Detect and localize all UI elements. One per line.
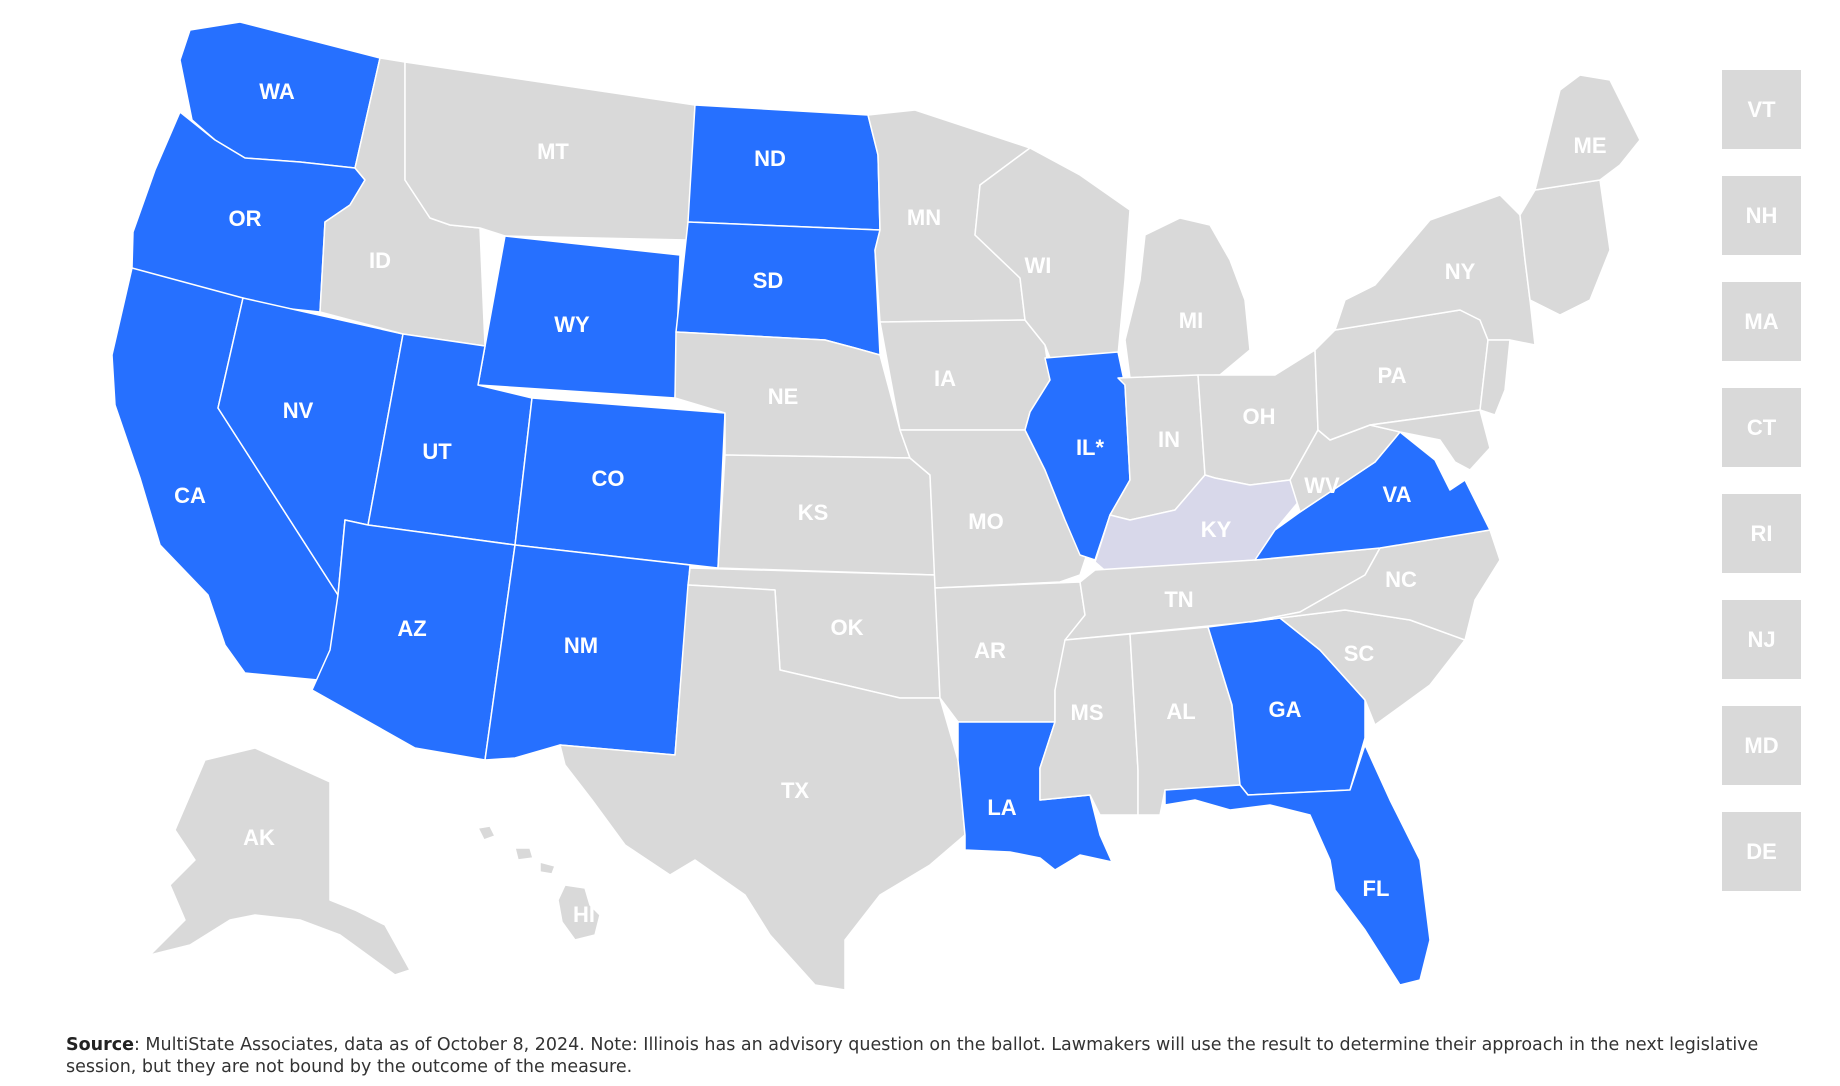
- state-tx[interactable]: [559, 584, 966, 991]
- state-ak[interactable]: [149, 747, 411, 976]
- state-labels: WA OR CA NV ID MT WY UT CO AZ NM ND SD N…: [174, 79, 1606, 927]
- label-az: AZ: [397, 616, 426, 641]
- label-wa: WA: [259, 79, 295, 104]
- label-sd: SD: [753, 268, 784, 293]
- box-label-md: MD: [1744, 732, 1779, 758]
- label-il: IL*: [1076, 435, 1105, 460]
- box-nj[interactable]: NJ: [1722, 600, 1801, 679]
- label-me: ME: [1574, 133, 1607, 158]
- box-label-nj: NJ: [1747, 626, 1776, 652]
- label-ut: UT: [422, 439, 452, 464]
- label-id: ID: [369, 248, 391, 273]
- label-nm: NM: [564, 633, 598, 658]
- box-ma[interactable]: MA: [1722, 282, 1801, 361]
- label-ny: NY: [1445, 259, 1476, 284]
- label-pa: PA: [1378, 363, 1407, 388]
- box-label-vt: VT: [1747, 96, 1776, 122]
- state-nc[interactable]: [1249, 529, 1501, 641]
- label-oh: OH: [1243, 404, 1276, 429]
- state-mi[interactable]: [1124, 217, 1251, 379]
- box-de[interactable]: DE: [1722, 812, 1801, 891]
- label-ca: CA: [174, 483, 206, 508]
- state-hi[interactable]: [557, 884, 601, 941]
- box-ct[interactable]: CT: [1722, 388, 1801, 467]
- label-al: AL: [1166, 699, 1195, 724]
- label-mi: MI: [1179, 308, 1203, 333]
- label-ia: IA: [934, 366, 956, 391]
- box-nh[interactable]: NH: [1722, 176, 1801, 255]
- label-fl: FL: [1363, 876, 1390, 901]
- box-label-ri: RI: [1750, 520, 1773, 546]
- us-map: WA OR CA NV ID MT WY UT CO AZ NM ND SD N…: [111, 21, 1641, 991]
- label-ks: KS: [798, 500, 829, 525]
- state-fl[interactable]: [1164, 744, 1431, 986]
- box-label-de: DE: [1746, 838, 1777, 864]
- source-text: : MultiState Associates, data as of Octo…: [66, 1035, 1759, 1077]
- label-hi: HI: [573, 902, 595, 927]
- box-ri[interactable]: RI: [1722, 494, 1801, 573]
- box-vt[interactable]: VT: [1722, 70, 1801, 149]
- label-ga: GA: [1269, 697, 1302, 722]
- label-mn: MN: [907, 205, 941, 230]
- label-or: OR: [229, 206, 262, 231]
- state-nj[interactable]: [1479, 339, 1511, 416]
- box-label-nh: NH: [1745, 202, 1778, 228]
- label-mt: MT: [537, 139, 569, 164]
- source-footnote: Source: MultiState Associates, data as o…: [66, 1034, 1786, 1078]
- label-sc: SC: [1344, 641, 1375, 666]
- source-label: Source: [66, 1035, 134, 1055]
- label-ar: AR: [974, 638, 1006, 663]
- label-ne: NE: [768, 384, 799, 409]
- state-hi-islands[interactable]: [477, 825, 556, 875]
- label-la: LA: [987, 795, 1016, 820]
- box-label-ct: CT: [1746, 414, 1777, 440]
- label-ms: MS: [1071, 700, 1104, 725]
- label-wi: WI: [1025, 253, 1052, 278]
- label-wy: WY: [554, 312, 590, 337]
- label-ak: AK: [243, 825, 275, 850]
- state-md[interactable]: [1369, 409, 1491, 471]
- label-co: CO: [592, 466, 625, 491]
- label-tn: TN: [1164, 587, 1193, 612]
- state-ia[interactable]: [879, 319, 1051, 431]
- box-md[interactable]: MD: [1722, 706, 1801, 785]
- label-tx: TX: [781, 778, 809, 803]
- label-nv: NV: [283, 398, 314, 423]
- label-nd: ND: [754, 146, 786, 171]
- label-wv: WV: [1304, 473, 1340, 498]
- label-mo: MO: [968, 509, 1003, 534]
- box-label-ma: MA: [1744, 308, 1779, 334]
- state-me[interactable]: [1534, 74, 1641, 191]
- label-nc: NC: [1385, 567, 1417, 592]
- label-in: IN: [1158, 427, 1180, 452]
- label-va: VA: [1383, 482, 1412, 507]
- label-ky: KY: [1201, 517, 1232, 542]
- state-new-england[interactable]: [1519, 179, 1611, 316]
- label-ok: OK: [831, 615, 864, 640]
